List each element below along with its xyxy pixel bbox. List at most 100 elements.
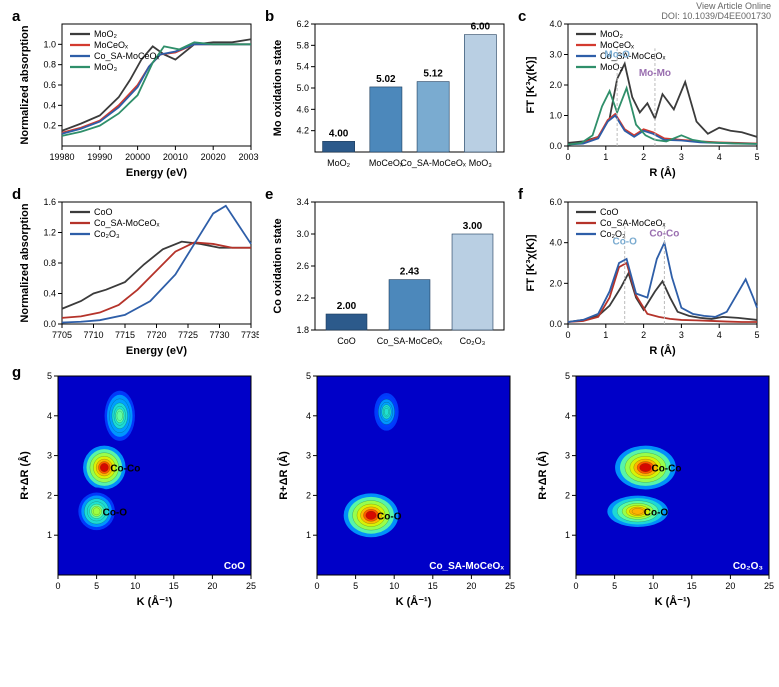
svg-text:6.2: 6.2 — [296, 19, 309, 29]
svg-text:20020: 20020 — [201, 152, 226, 162]
svg-text:1: 1 — [565, 530, 570, 540]
svg-text:0.0: 0.0 — [43, 319, 56, 329]
svg-text:7735: 7735 — [241, 330, 259, 340]
panel-g-1: Co-CoCo-OCoO051015202512345K (Å⁻¹)R+ΔR (… — [14, 366, 259, 611]
chart-b: 4.24.65.05.45.86.2Mo oxidation state4.00… — [267, 10, 512, 180]
svg-text:R (Å): R (Å) — [649, 166, 676, 179]
figure-grid: a 1998019990200002001020020200300.20.40.… — [0, 0, 779, 621]
svg-text:Co-O: Co-O — [103, 507, 128, 518]
svg-text:7705: 7705 — [52, 330, 72, 340]
svg-text:0: 0 — [55, 581, 60, 591]
svg-text:Co-O: Co-O — [644, 507, 669, 518]
panel-c: c 0123450.01.02.03.04.0R (Å)FT [K³χ(K)]M… — [520, 10, 765, 180]
svg-text:2.0: 2.0 — [549, 278, 562, 288]
svg-text:0: 0 — [573, 581, 578, 591]
svg-text:4.0: 4.0 — [549, 19, 562, 29]
svg-text:1.2: 1.2 — [43, 228, 56, 238]
svg-text:3.4: 3.4 — [296, 197, 309, 207]
panel-d-label: d — [12, 186, 21, 203]
svg-text:2: 2 — [641, 330, 646, 340]
svg-text:4: 4 — [717, 152, 722, 162]
svg-text:Co_SA-MoCeOₓ: Co_SA-MoCeOₓ — [400, 158, 466, 168]
svg-text:4: 4 — [717, 330, 722, 340]
svg-text:Co₂O₃: Co₂O₃ — [460, 336, 486, 346]
svg-text:7715: 7715 — [115, 330, 135, 340]
svg-text:2.0: 2.0 — [549, 80, 562, 90]
svg-text:0.4: 0.4 — [43, 100, 56, 110]
panel-g-label: g — [12, 364, 21, 381]
svg-text:MoCeOₓ: MoCeOₓ — [94, 40, 128, 50]
svg-text:2: 2 — [47, 490, 52, 500]
svg-text:10: 10 — [389, 581, 399, 591]
svg-text:10: 10 — [130, 581, 140, 591]
svg-text:15: 15 — [169, 581, 179, 591]
svg-text:Mo-O: Mo-O — [604, 50, 630, 61]
svg-text:MoO₂: MoO₂ — [327, 158, 351, 168]
svg-text:Normalized absorption: Normalized absorption — [19, 203, 31, 322]
svg-text:Energy (eV): Energy (eV) — [126, 345, 187, 357]
chart-d: 77057710771577207725773077350.00.40.81.2… — [14, 188, 259, 358]
svg-text:Co_SA-MoCeOₓ: Co_SA-MoCeOₓ — [94, 218, 160, 228]
svg-text:7730: 7730 — [209, 330, 229, 340]
svg-text:6.0: 6.0 — [549, 197, 562, 207]
svg-text:5.4: 5.4 — [296, 62, 309, 72]
svg-text:CoO: CoO — [94, 207, 113, 217]
svg-text:20030: 20030 — [238, 152, 259, 162]
svg-text:Co_SA-MoCeOₓ: Co_SA-MoCeOₓ — [377, 336, 443, 346]
svg-text:Co oxidation state: Co oxidation state — [272, 218, 284, 313]
svg-text:MoO₃: MoO₃ — [94, 62, 118, 72]
svg-text:25: 25 — [505, 581, 515, 591]
wavelet-g3: Co-CoCo-OCo₂O₃051015202512345K (Å⁻¹)R+ΔR… — [532, 366, 777, 611]
svg-text:FT [K³χ(K)]: FT [K³χ(K)] — [525, 56, 537, 113]
svg-text:2: 2 — [565, 490, 570, 500]
svg-text:4.2: 4.2 — [296, 126, 309, 136]
svg-text:Co-Co: Co-Co — [110, 464, 140, 475]
svg-text:0.0: 0.0 — [549, 319, 562, 329]
svg-text:MoO₃: MoO₃ — [600, 62, 624, 72]
svg-text:0.4: 0.4 — [43, 289, 56, 299]
chart-c: 0123450.01.02.03.04.0R (Å)FT [K³χ(K)]MoO… — [520, 10, 765, 180]
svg-text:Co_SA-MoCeOₓ: Co_SA-MoCeOₓ — [429, 561, 504, 572]
svg-text:MoO₂: MoO₂ — [600, 29, 624, 39]
svg-text:3: 3 — [306, 451, 311, 461]
svg-text:MoO₂: MoO₂ — [94, 29, 118, 39]
svg-text:MoO₃: MoO₃ — [469, 158, 493, 168]
svg-text:4.6: 4.6 — [296, 104, 309, 114]
svg-text:7720: 7720 — [146, 330, 166, 340]
wavelet-g2: Co-OCo_SA-MoCeOₓ051015202512345K (Å⁻¹)R+… — [273, 366, 518, 611]
svg-text:0: 0 — [565, 330, 570, 340]
svg-text:4: 4 — [306, 411, 311, 421]
svg-text:6.00: 6.00 — [471, 22, 491, 33]
svg-text:20: 20 — [466, 581, 476, 591]
panel-g-2: Co-OCo_SA-MoCeOₓ051015202512345K (Å⁻¹)R+… — [273, 366, 518, 611]
svg-text:20010: 20010 — [163, 152, 188, 162]
citation-block: View Article Online DOI: 10.1039/D4EE001… — [661, 2, 771, 22]
panel-g-3: Co-CoCo-OCo₂O₃051015202512345K (Å⁻¹)R+ΔR… — [532, 366, 777, 611]
panel-d: d 77057710771577207725773077350.00.40.81… — [14, 188, 259, 358]
svg-text:2.6: 2.6 — [296, 261, 309, 271]
svg-text:Co-O: Co-O — [377, 511, 402, 522]
svg-text:R (Å): R (Å) — [649, 344, 676, 357]
panel-e-label: e — [265, 186, 273, 203]
svg-text:Energy (eV): Energy (eV) — [126, 167, 187, 179]
svg-text:Mo oxidation state: Mo oxidation state — [272, 40, 284, 137]
svg-text:4.00: 4.00 — [329, 128, 349, 139]
svg-text:5.12: 5.12 — [423, 69, 443, 80]
svg-text:20: 20 — [207, 581, 217, 591]
svg-text:5: 5 — [94, 581, 99, 591]
svg-text:3.0: 3.0 — [296, 229, 309, 239]
svg-text:1: 1 — [603, 330, 608, 340]
svg-text:0: 0 — [565, 152, 570, 162]
svg-text:10: 10 — [648, 581, 658, 591]
svg-text:2.00: 2.00 — [337, 301, 357, 312]
svg-text:2.43: 2.43 — [400, 267, 420, 278]
svg-text:0.8: 0.8 — [43, 258, 56, 268]
svg-text:Normalized absorption: Normalized absorption — [19, 25, 31, 144]
svg-text:0.6: 0.6 — [43, 80, 56, 90]
svg-text:MoCeOₓ: MoCeOₓ — [369, 158, 403, 168]
svg-text:0.0: 0.0 — [549, 141, 562, 151]
svg-text:Co₂O₃: Co₂O₃ — [733, 561, 764, 572]
svg-text:4: 4 — [47, 411, 52, 421]
svg-text:CoO: CoO — [224, 561, 245, 572]
svg-text:0.8: 0.8 — [43, 60, 56, 70]
